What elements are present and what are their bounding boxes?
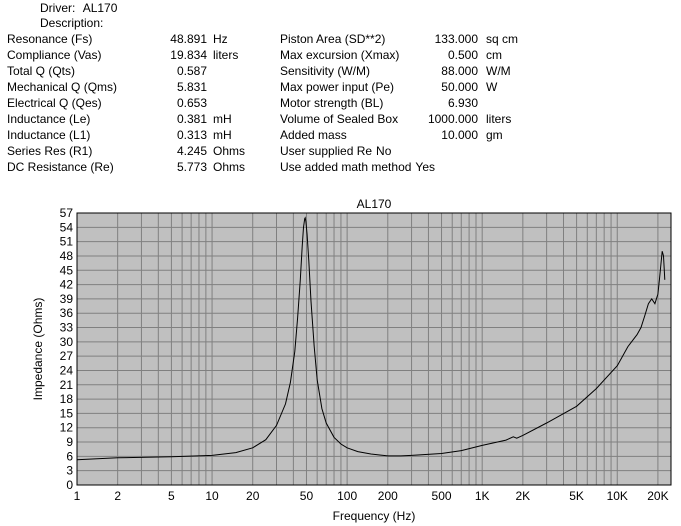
param-label: Volume of Sealed Box <box>280 112 399 126</box>
param-label: Resonance (Fs) <box>7 32 93 46</box>
y-tick-label: 9 <box>66 435 73 449</box>
x-tick-label: 2K <box>516 489 531 503</box>
y-tick-label: 3 <box>66 464 73 478</box>
y-tick-label: 6 <box>66 449 73 463</box>
x-tick-label: 200 <box>378 489 398 503</box>
x-tick-labels: 1 2 5 10 20 50 100 200 500 1K 2K 5K 10K 20K <box>74 489 669 503</box>
y-tick-label: 27 <box>60 349 74 363</box>
x-tick-label: 5 <box>168 489 175 503</box>
x-tick-label: 500 <box>432 489 452 503</box>
y-tick-label: 48 <box>60 249 74 263</box>
x-tick-label: 2 <box>114 489 121 503</box>
x-tick-label: 100 <box>337 489 357 503</box>
param-value: 5.773 <box>176 160 207 174</box>
y-tick-label: 57 <box>60 206 74 220</box>
param-extra-row: Use added math method Yes <box>280 160 435 174</box>
param-value: 133.000 <box>434 32 478 46</box>
impedance-curve <box>76 216 666 461</box>
param-unit: Ohms <box>213 144 246 158</box>
param-unit: cm <box>486 48 502 62</box>
x-tick-label: 10 <box>205 489 219 503</box>
param-label: Added mass <box>280 128 347 142</box>
param-label: Max power input (Pe) <box>280 80 395 94</box>
plot-border <box>76 212 672 486</box>
param-extra-row: User supplied Re No <box>280 144 391 158</box>
param-unit: Hz <box>213 32 228 46</box>
y-tick-label: 51 <box>60 235 74 249</box>
y-tick-label: 30 <box>60 335 74 349</box>
y-tick-label: 36 <box>60 306 74 320</box>
param-label: Compliance (Vas) <box>7 48 102 62</box>
y-axis-label: Impedance (Ohms) <box>31 298 45 401</box>
param-label: DC Resistance (Re) <box>7 160 114 174</box>
param-unit: W/M <box>486 64 511 78</box>
param-unit: sq cm <box>486 32 519 46</box>
y-tick-label: 24 <box>60 363 74 377</box>
param-value: 1000.000 <box>427 112 478 126</box>
param-value: 0.313 <box>176 128 207 142</box>
param-value: Yes <box>415 160 435 174</box>
param-label: Inductance (L1) <box>7 128 91 142</box>
param-value: 5.831 <box>176 80 207 94</box>
param-value: 50.000 <box>441 80 478 94</box>
param-value: No <box>376 144 392 158</box>
driver-name: AL170 <box>82 1 118 15</box>
param-unit: liters <box>486 112 512 126</box>
param-label: Mechanical Q (Qms) <box>7 80 118 94</box>
param-label: Motor strength (BL) <box>280 96 384 110</box>
x-tick-label: 1 <box>74 489 81 503</box>
param-value: 0.587 <box>176 64 207 78</box>
param-unit: mH <box>213 112 232 126</box>
y-tick-label: 54 <box>60 220 74 234</box>
param-unit: W <box>486 80 498 94</box>
driver-label: Driver: <box>40 1 76 15</box>
param-unit: gm <box>486 128 503 142</box>
param-value: 19.834 <box>170 48 207 62</box>
param-unit: mH <box>213 128 232 142</box>
param-label: Piston Area (SD**2) <box>280 32 386 46</box>
param-value: 48.891 <box>170 32 207 46</box>
param-value: 0.653 <box>176 96 207 110</box>
param-label: Inductance (Le) <box>7 112 91 126</box>
param-value: 0.500 <box>447 48 478 62</box>
x-tick-label: 1K <box>475 489 490 503</box>
param-label: Max excursion (Xmax) <box>280 48 400 62</box>
y-tick-label: 39 <box>60 292 74 306</box>
x-tick-label: 20K <box>647 489 668 503</box>
driver-row: Driver: AL170 <box>40 0 117 16</box>
param-label: Sensitivity (W/M) <box>280 64 370 78</box>
y-tick-label: 12 <box>60 421 74 435</box>
y-tick-label: 42 <box>60 278 74 292</box>
x-tick-label: 10K <box>607 489 628 503</box>
param-value: 88.000 <box>441 64 478 78</box>
param-label: Use added math method <box>280 160 412 174</box>
param-value: 0.381 <box>176 112 207 126</box>
chart-title: AL170 <box>357 197 392 211</box>
y-tick-label: 0 <box>66 478 73 492</box>
param-label: User supplied Re <box>280 144 373 158</box>
param-unit: Ohms <box>213 160 246 174</box>
y-tick-label: 33 <box>60 321 74 335</box>
param-label: Series Res (R1) <box>7 144 93 158</box>
x-axis-label: Frequency (Hz) <box>333 509 416 523</box>
param-value: 6.930 <box>447 96 478 110</box>
param-label: Electrical Q (Qes) <box>7 96 102 110</box>
param-value: 4.245 <box>176 144 207 158</box>
y-tick-label: 21 <box>60 378 74 392</box>
param-label: Total Q (Qts) <box>7 64 76 78</box>
param-value: 10.000 <box>441 128 478 142</box>
x-tick-label: 20 <box>246 489 260 503</box>
y-tick-label: 45 <box>60 263 74 277</box>
param-unit: liters <box>213 48 239 62</box>
plot-area <box>77 213 671 485</box>
description-label: Description: <box>40 16 104 30</box>
y-tick-label: 18 <box>60 392 74 406</box>
x-tick-label: 5K <box>569 489 584 503</box>
y-tick-label: 15 <box>60 406 74 420</box>
x-tick-label: 50 <box>300 489 314 503</box>
